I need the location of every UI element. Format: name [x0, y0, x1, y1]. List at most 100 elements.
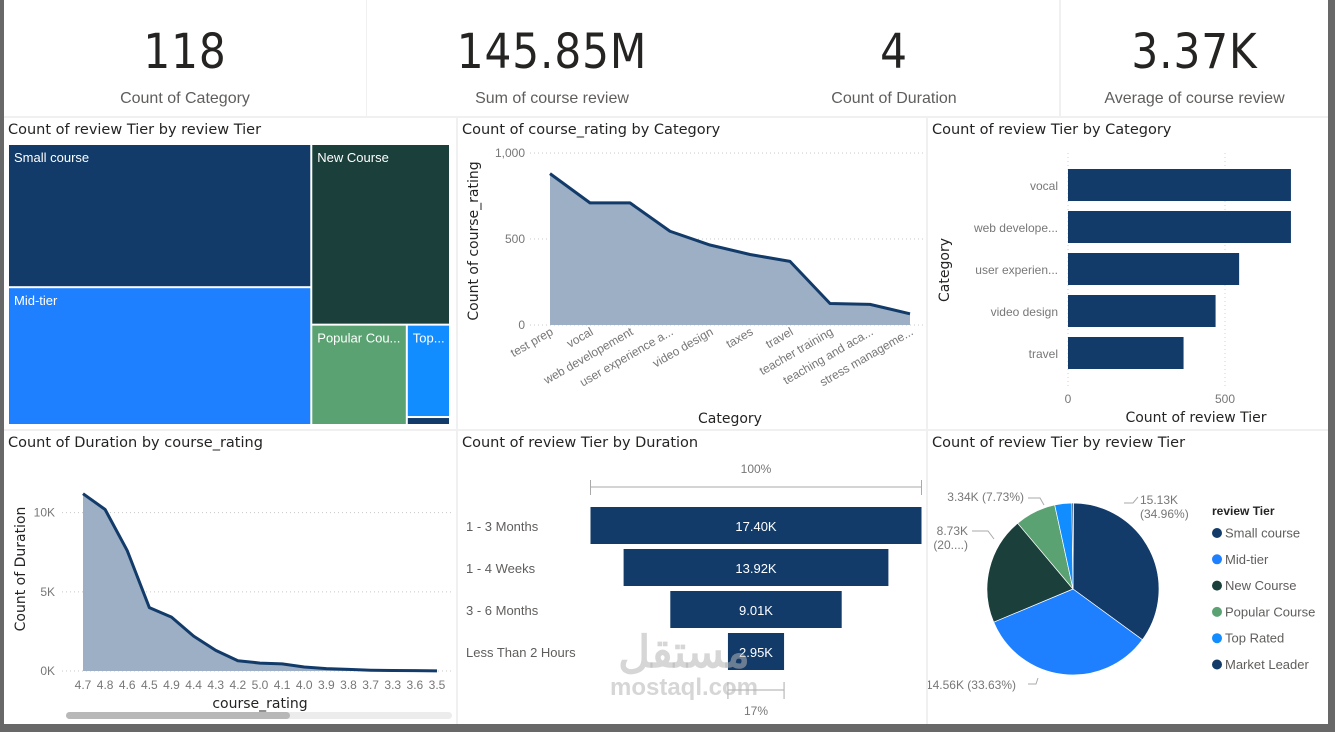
funnel-value-label: 17.40K [735, 519, 777, 534]
kpi-value: 118 [143, 24, 227, 80]
area-chart-rating-visual[interactable]: Count of Duration by course_rating 0K 5K 1… [4, 431, 456, 724]
legend-marker-6 [1212, 659, 1222, 670]
legend-marker-3 [1212, 580, 1222, 591]
x-tick-label: 4.5 [141, 678, 158, 692]
bar-1 [1068, 169, 1291, 201]
pie-data-label: 8.73K [937, 524, 968, 538]
area-line [549, 172, 911, 316]
x-tick-label: 4.8 [97, 678, 114, 692]
funnel-category-label: 1 - 4 Weeks [466, 561, 536, 576]
kpi-card-count-duration[interactable]: 4 Count of Duration [737, 0, 1059, 116]
x-tick-label: 5.0 [252, 678, 269, 692]
visual-title: Count of course_rating by Category [462, 122, 721, 138]
pie-visual[interactable]: Count of review Tier by review Tier 15.1… [928, 431, 1328, 724]
funnel-category-label: 1 - 3 Months [466, 519, 539, 534]
y-tick-label: vocal [1030, 179, 1058, 193]
report-canvas: 118 Count of Category 145.85M Sum of cou… [4, 0, 1328, 724]
funnel-chart: 100% 17.40K 1 - 3 Months 13.92K 1 - 4 Weeks 9… [466, 462, 922, 718]
funnel-value-label: 9.01K [739, 603, 773, 618]
kpi-label: Count of Category [120, 90, 250, 107]
y-tick-label: web develope... [973, 221, 1058, 235]
y-tick-label: 500 [505, 232, 525, 246]
bar-chart-category: 0 500 vocal web develope... user experien...… [937, 153, 1291, 426]
area-chart-category-visual[interactable]: Count of course_rating by Category 0 500 1… [458, 118, 926, 429]
treemap-tile-3 [312, 145, 449, 324]
leader-line [1028, 677, 1039, 685]
kpi-label: Sum of course review [475, 90, 629, 107]
visual-title: Count of Duration by course_rating [8, 435, 263, 451]
leader-line [1124, 496, 1139, 504]
y-tick-label: 0 [518, 318, 525, 332]
legend-marker-5 [1212, 633, 1222, 644]
kpi-value: 3.37K [1131, 24, 1258, 80]
visual-title: Count of review Tier by Duration [462, 435, 699, 451]
top-percent-label: 100% [741, 462, 772, 476]
treemap-tile-label: Mid-tier [14, 293, 58, 308]
x-tick-label: 4.6 [119, 678, 136, 692]
x-tick-label: test prep [508, 324, 556, 360]
y-tick-label: 10K [34, 506, 55, 520]
treemap-chart: Small course Mid-tier New Course Popular Co… [9, 145, 449, 424]
x-axis-title: course_rating [212, 696, 307, 712]
x-tick-label: 4.4 [185, 678, 202, 692]
pie-chart: 15.13K(34.96%) 14.56K (33.63%) 8.73K(20...… [928, 490, 1315, 692]
kpi-value: 4 [880, 24, 908, 80]
funnel-category-label: 3 - 6 Months [466, 603, 539, 618]
x-tick-label: 3.3 [384, 678, 401, 692]
funnel-value-label: 13.92K [735, 561, 777, 576]
x-tick-label: 500 [1215, 392, 1235, 406]
legend-marker-1 [1212, 528, 1222, 538]
x-tick-label: 0 [1065, 392, 1072, 406]
legend-item-label: Popular Course [1225, 604, 1315, 619]
y-tick-label: 5K [40, 585, 55, 599]
x-tick-label: 4.9 [163, 678, 180, 692]
area-fill [83, 493, 437, 671]
treemap-tile-label: Popular Cou... [317, 331, 400, 346]
legend-item-label: New Course [1225, 578, 1297, 593]
legend-item-label: Top Rated [1225, 631, 1284, 646]
treemap-tile-6 [407, 418, 449, 424]
horizontal-scrollbar[interactable] [66, 712, 452, 719]
y-tick-label: video design [991, 305, 1058, 319]
legend-item-label: Market Leader [1225, 657, 1309, 672]
kpi-card-sum-review[interactable]: 145.85M Sum of course review [367, 0, 737, 116]
y-axis-title: Category [937, 238, 953, 302]
visual-title: Count of review Tier by review Tier [8, 122, 262, 138]
treemap-tile-4 [312, 325, 406, 424]
y-tick-label: 0K [40, 664, 55, 678]
y-axis-title: Count of course_rating [466, 161, 482, 320]
funnel-visual[interactable]: Count of review Tier by Duration 100% 17.… [458, 431, 926, 724]
treemap-tile-label: Small course [14, 150, 89, 165]
y-tick-label: 1,000 [495, 146, 525, 160]
y-tick-label: travel [1029, 347, 1058, 361]
bar-chart-category-visual[interactable]: Count of review Tier by Category 0 500 voc… [928, 118, 1328, 429]
bar-2 [1068, 211, 1291, 243]
treemap-tile-label: Top... [413, 331, 445, 346]
funnel-bar-1 [590, 507, 922, 544]
visual-title: Count of review Tier by review Tier [932, 435, 1186, 451]
y-tick-label: user experien... [975, 263, 1058, 277]
x-tick-label: 4.1 [274, 678, 291, 692]
pie-slice-1 [1072, 502, 1160, 641]
x-axis-title: Count of review Tier [1125, 410, 1266, 426]
y-axis-title: Count of Duration [13, 507, 29, 632]
legend-item-label: Mid-tier [1225, 552, 1269, 567]
funnel-bar-2 [623, 549, 889, 586]
scrollbar-thumb[interactable] [66, 712, 290, 719]
pie-slice-3 [986, 522, 1074, 623]
kpi-card-count-category[interactable]: 118 Count of Category [4, 0, 366, 116]
leader-line [972, 530, 995, 540]
funnel-bar-3 [670, 591, 842, 628]
funnel-category-label: Less Than 2 Hours [466, 645, 576, 660]
pie-data-label: (34.96%) [1140, 507, 1189, 521]
x-tick-label: 3.9 [318, 678, 335, 692]
pie-data-label: 15.13K [1140, 493, 1178, 507]
treemap-visual[interactable]: Count of review Tier by review Tier Smal… [4, 118, 456, 429]
kpi-card-avg-review[interactable]: 3.37K Average of course review [1061, 0, 1328, 116]
x-tick-label: 4.7 [75, 678, 92, 692]
pie-slice-2 [993, 588, 1143, 676]
treemap-tile-1 [9, 145, 311, 287]
x-tick-label: 3.8 [340, 678, 357, 692]
visual-title: Count of review Tier by Category [932, 122, 1172, 138]
